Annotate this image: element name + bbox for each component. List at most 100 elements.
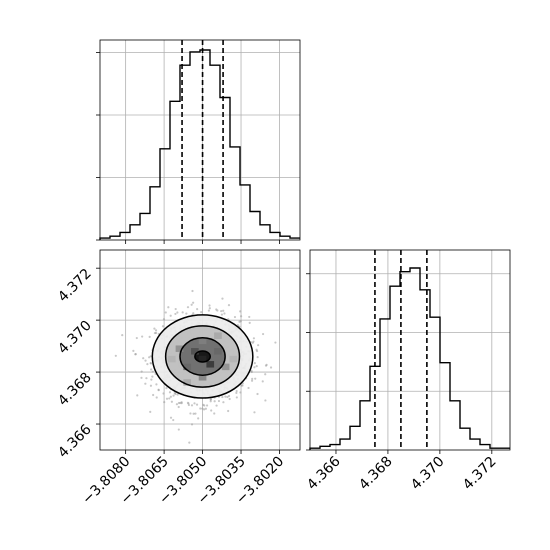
- sample-point: [144, 382, 147, 385]
- density-cell: [214, 332, 222, 339]
- sample-point: [155, 383, 158, 386]
- sample-point: [254, 377, 257, 380]
- sample-point: [213, 412, 216, 415]
- hist-outline: [309, 267, 510, 450]
- sample-point: [199, 407, 202, 410]
- sample-point: [228, 397, 231, 401]
- frame: [99, 249, 301, 451]
- sample-point: [186, 401, 190, 404]
- hist-bar: [280, 236, 290, 240]
- sample-point: [190, 423, 194, 426]
- sample-point: [190, 404, 194, 407]
- hist-bar: [140, 213, 150, 240]
- sample-point: [194, 412, 197, 415]
- sample-point: [216, 309, 219, 312]
- hist-bar: [190, 52, 200, 240]
- sample-point: [224, 395, 227, 398]
- sample-point: [191, 289, 194, 293]
- contour-line-3: [151, 314, 254, 399]
- x-tick-label: 4.366: [304, 453, 344, 493]
- sample-point: [192, 412, 195, 415]
- sample-point: [175, 403, 179, 406]
- x-tick-label: 4.370: [408, 454, 448, 494]
- sample-point: [177, 405, 180, 409]
- sample-point: [226, 395, 229, 399]
- hist-bar: [410, 268, 420, 450]
- sample-point: [215, 404, 218, 407]
- sample-point: [176, 393, 179, 396]
- x-tick-label: 4.368: [356, 454, 396, 494]
- density-cell: [183, 379, 192, 386]
- hist-bar: [380, 319, 390, 450]
- sample-point: [169, 416, 173, 419]
- sample-point: [148, 356, 151, 359]
- hist-bar: [260, 225, 270, 240]
- sample-point: [176, 311, 179, 314]
- sample-point: [174, 307, 177, 311]
- sample-point: [252, 337, 256, 340]
- hist-bar: [340, 439, 350, 450]
- hist-bar: [160, 149, 170, 240]
- y-tick-label: 4.370: [55, 318, 95, 358]
- hist-bar: [150, 187, 160, 240]
- hist-bar: [270, 232, 280, 240]
- sample-point: [161, 325, 165, 328]
- contour-line-1: [179, 337, 226, 376]
- sample-point: [264, 373, 267, 376]
- sample-point: [135, 336, 138, 340]
- sample-point: [181, 311, 184, 314]
- sample-point: [227, 304, 231, 307]
- hist-bar: [440, 363, 450, 450]
- sample-point: [239, 391, 242, 394]
- sample-point: [264, 364, 268, 367]
- sample-point: [152, 393, 155, 397]
- panel-2d-density: −3.8080−3.8065−3.8050−3.8035−3.80204.366…: [55, 249, 301, 508]
- sample-point: [168, 391, 172, 394]
- sample-point: [248, 315, 251, 319]
- hist-bar: [430, 317, 440, 450]
- density-cell: [214, 348, 222, 355]
- sample-point: [155, 396, 158, 399]
- sample-point: [149, 355, 152, 358]
- sample-point: [253, 366, 256, 369]
- sample-point: [207, 309, 210, 312]
- sample-point: [257, 344, 260, 347]
- x-tick-label: 4.372: [460, 454, 500, 494]
- sample-point: [186, 306, 190, 309]
- sample-point: [141, 335, 144, 338]
- sample-point: [217, 399, 221, 403]
- sample-point: [114, 354, 117, 357]
- sample-point: [136, 394, 139, 397]
- y-tick-label: 4.372: [55, 266, 95, 306]
- panel-hist-param0: [96, 39, 301, 244]
- hist-bar: [230, 147, 240, 240]
- sample-point: [202, 408, 206, 411]
- sample-point: [121, 334, 124, 337]
- sample-point: [188, 441, 191, 444]
- sample-point: [235, 396, 238, 399]
- density-layer: [100, 250, 300, 450]
- sample-point: [208, 304, 211, 307]
- density-cell: [198, 355, 207, 363]
- density-cell: [198, 374, 207, 381]
- sample-point: [222, 309, 225, 312]
- hist-bar: [330, 445, 340, 450]
- sample-point: [227, 409, 230, 413]
- panel-hist-param1: 4.366 4.368 4.370 4.372: [304, 249, 511, 494]
- sample-point: [154, 329, 158, 332]
- sample-point: [261, 332, 265, 336]
- density-cell: [191, 348, 199, 355]
- sample-point: [180, 401, 183, 404]
- hist-bar: [460, 428, 470, 450]
- hist-bar: [240, 185, 250, 240]
- sample-point: [251, 377, 254, 380]
- sample-point: [239, 310, 242, 313]
- sample-point: [261, 380, 264, 383]
- sample-point: [189, 412, 192, 415]
- hist-bar: [170, 101, 180, 240]
- hist-bar: [250, 212, 260, 241]
- sample-point: [150, 378, 153, 381]
- density-cell: [167, 355, 176, 363]
- density-cell: [198, 337, 207, 345]
